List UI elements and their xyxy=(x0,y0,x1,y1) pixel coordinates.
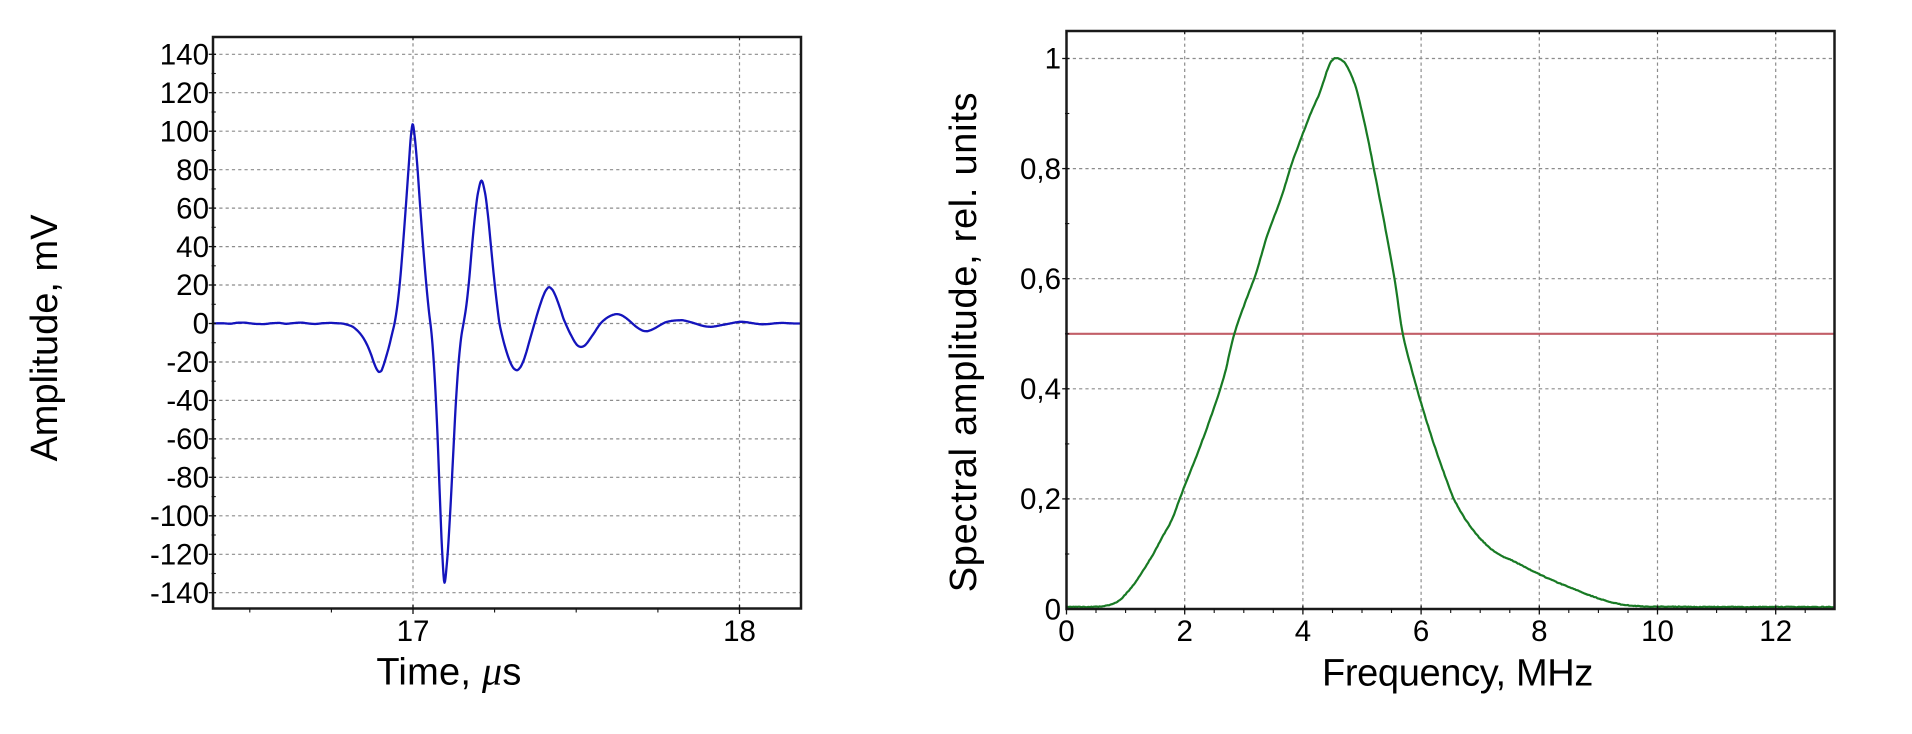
svg-text:120: 120 xyxy=(160,77,209,110)
svg-text:Frequency, MHz: Frequency, MHz xyxy=(1322,653,1593,695)
svg-text:0,2: 0,2 xyxy=(1020,483,1061,516)
svg-text:4: 4 xyxy=(1295,615,1311,648)
svg-text:40: 40 xyxy=(176,231,209,264)
svg-text:Time, μs: Time, μs xyxy=(376,649,521,694)
svg-text:12: 12 xyxy=(1759,615,1792,648)
svg-text:8: 8 xyxy=(1531,615,1547,648)
svg-text:-100: -100 xyxy=(150,500,209,533)
svg-text:Amplitude, mV: Amplitude, mV xyxy=(24,214,66,462)
svg-text:60: 60 xyxy=(176,192,209,225)
svg-text:-20: -20 xyxy=(166,346,209,379)
svg-text:-40: -40 xyxy=(166,385,209,418)
svg-text:18: 18 xyxy=(723,615,756,648)
svg-text:1: 1 xyxy=(1045,43,1061,76)
svg-text:80: 80 xyxy=(176,154,209,187)
svg-text:0,6: 0,6 xyxy=(1020,263,1061,296)
svg-text:100: 100 xyxy=(160,115,209,148)
svg-text:17: 17 xyxy=(397,615,430,648)
svg-text:0: 0 xyxy=(193,308,209,341)
svg-text:0,4: 0,4 xyxy=(1020,373,1061,406)
svg-text:0: 0 xyxy=(1045,594,1061,627)
svg-text:0: 0 xyxy=(1058,615,1074,648)
svg-text:-80: -80 xyxy=(166,462,209,495)
svg-text:Spectral amplitude, rel. units: Spectral amplitude, rel. units xyxy=(943,92,985,592)
svg-text:10: 10 xyxy=(1641,615,1674,648)
svg-text:0,8: 0,8 xyxy=(1020,153,1061,186)
svg-text:20: 20 xyxy=(176,269,209,302)
svg-text:6: 6 xyxy=(1413,615,1429,648)
svg-text:-60: -60 xyxy=(166,423,209,456)
svg-text:-120: -120 xyxy=(150,539,209,572)
svg-text:2: 2 xyxy=(1176,615,1192,648)
svg-text:140: 140 xyxy=(160,39,209,72)
svg-text:-140: -140 xyxy=(150,577,209,610)
